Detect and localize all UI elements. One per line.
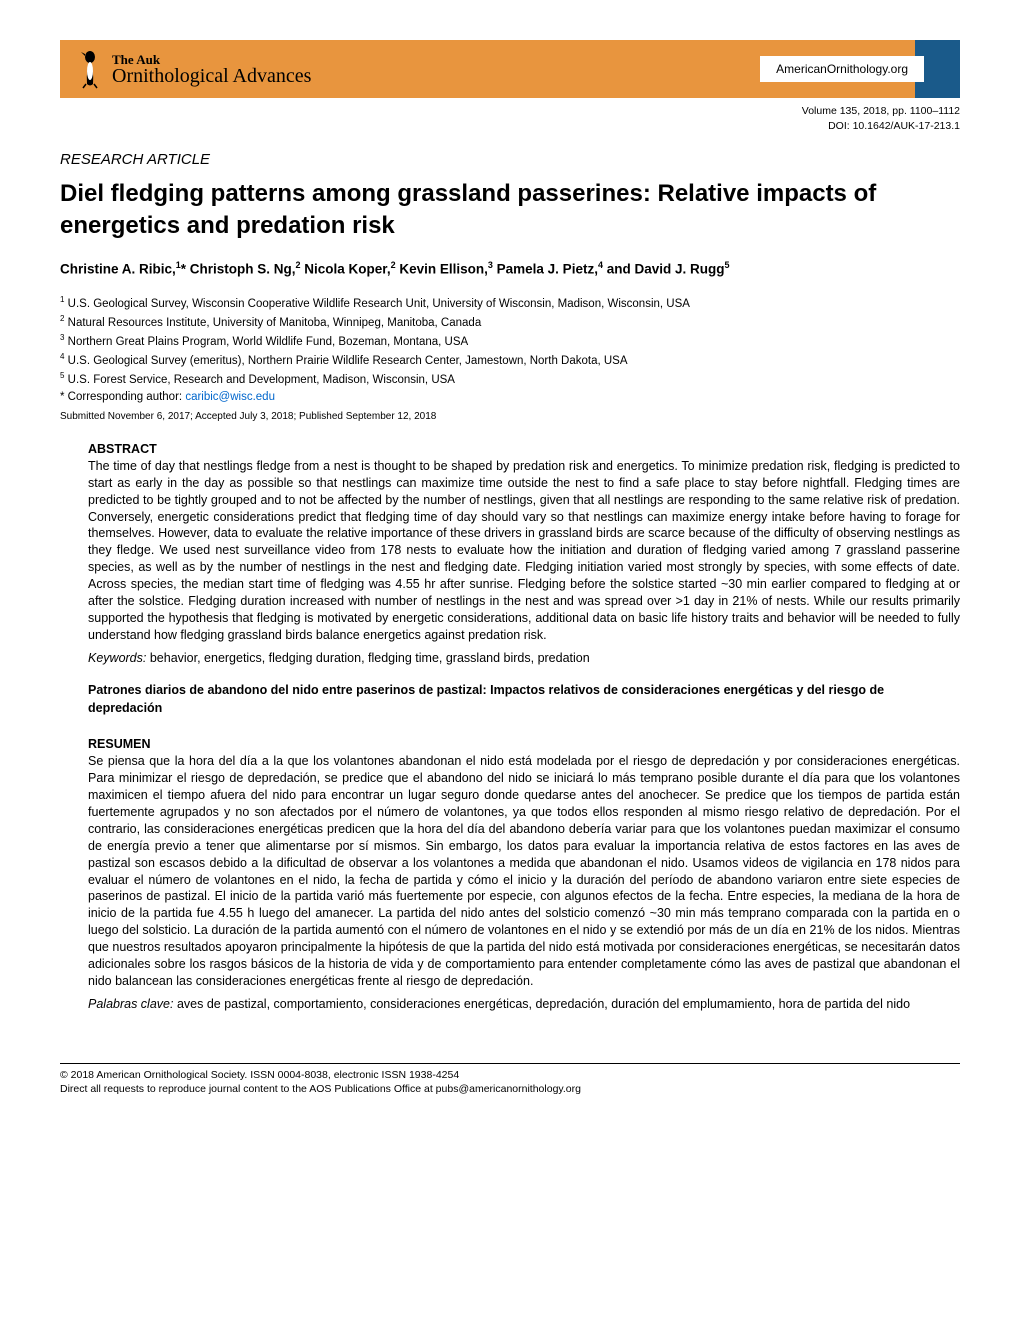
journal-logo-block: The Auk Ornithological Advances bbox=[76, 49, 311, 89]
doi-line: DOI: 10.1642/AUK-17-213.1 bbox=[60, 119, 960, 134]
penguin-icon bbox=[76, 49, 104, 89]
spanish-title: Patrones diarios de abandono del nido en… bbox=[88, 682, 960, 717]
resumen-body: Se piensa que la hora del día a la que l… bbox=[88, 753, 960, 989]
org-url[interactable]: AmericanOrnithology.org bbox=[760, 56, 924, 82]
journal-name-bottom: Ornithological Advances bbox=[112, 66, 311, 86]
journal-name: The Auk Ornithological Advances bbox=[112, 53, 311, 86]
volume-line: Volume 135, 2018, pp. 1100–1112 bbox=[60, 104, 960, 119]
permissions-line: Direct all requests to reproduce journal… bbox=[60, 1082, 960, 1097]
corresponding-email[interactable]: caribic@wisc.edu bbox=[185, 391, 275, 403]
article-title: Diel fledging patterns among grassland p… bbox=[60, 178, 960, 240]
article-type: RESEARCH ARTICLE bbox=[60, 151, 960, 168]
author-list: Christine A. Ribic,1* Christoph S. Ng,2 … bbox=[60, 259, 960, 280]
keywords: Keywords: behavior, energetics, fledging… bbox=[88, 650, 960, 667]
journal-header: The Auk Ornithological Advances American… bbox=[60, 40, 960, 98]
abstract-body: The time of day that nestlings fledge fr… bbox=[88, 458, 960, 644]
journal-name-top: The Auk bbox=[112, 53, 311, 66]
copyright-line: © 2018 American Ornithological Society. … bbox=[60, 1068, 960, 1083]
keywords-list: behavior, energetics, fledging duration,… bbox=[146, 651, 589, 665]
palabras-label: Palabras clave: bbox=[88, 997, 173, 1011]
palabras-list: aves de pastizal, comportamiento, consid… bbox=[173, 997, 910, 1011]
resumen-label: RESUMEN bbox=[88, 737, 960, 751]
keywords-label: Keywords: bbox=[88, 651, 146, 665]
palabras-clave: Palabras clave: aves de pastizal, compor… bbox=[88, 996, 960, 1013]
abstract-label: ABSTRACT bbox=[88, 442, 960, 456]
affiliations: 1 U.S. Geological Survey, Wisconsin Coop… bbox=[60, 294, 960, 389]
corresponding-label: * Corresponding author: bbox=[60, 391, 185, 403]
corresponding-author: * Corresponding author: caribic@wisc.edu bbox=[60, 391, 960, 403]
submission-dates: Submitted November 6, 2017; Accepted Jul… bbox=[60, 411, 960, 422]
citation-block: Volume 135, 2018, pp. 1100–1112 DOI: 10.… bbox=[60, 104, 960, 133]
page-footer: © 2018 American Ornithological Society. … bbox=[60, 1063, 960, 1097]
